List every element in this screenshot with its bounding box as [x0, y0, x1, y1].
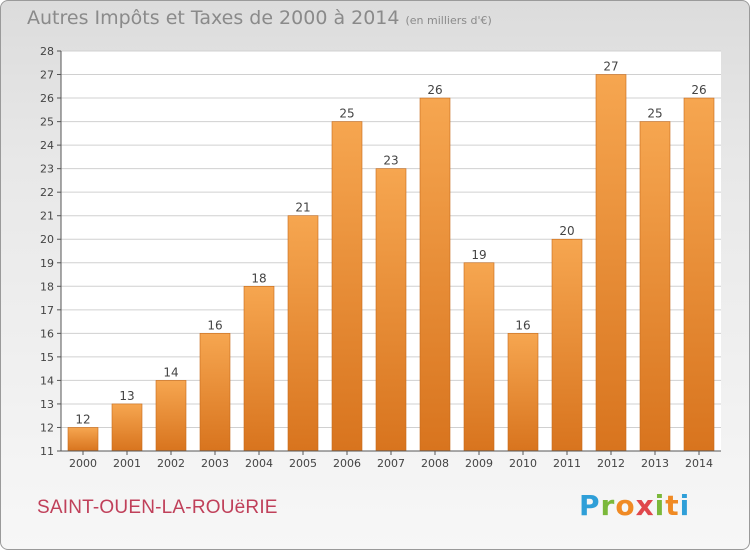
y-tick-label: 11 [40, 445, 54, 458]
title-text: Autres Impôts et Taxes de 2000 à 2014 [27, 7, 400, 29]
bar-value-label: 25 [339, 107, 354, 121]
bar-value-label: 27 [603, 60, 618, 74]
y-tick-label: 14 [40, 374, 54, 387]
x-tick-label: 2005 [289, 457, 317, 470]
bar [287, 215, 319, 452]
bar-value-label: 12 [75, 412, 90, 426]
x-tick-label: 2008 [421, 457, 449, 470]
y-tick-label: 26 [40, 92, 54, 105]
x-tick-label: 2007 [377, 457, 405, 470]
bar-value-label: 19 [471, 248, 486, 262]
logo-letter: o [615, 489, 636, 522]
x-tick-label: 2002 [157, 457, 185, 470]
y-tick-label: 28 [40, 45, 54, 58]
bar-value-label: 20 [559, 224, 574, 238]
logo-letter: i [679, 489, 691, 522]
bar-value-label: 21 [295, 201, 310, 215]
y-tick-label: 27 [40, 69, 54, 82]
x-tick-label: 2010 [509, 457, 537, 470]
x-tick-label: 2011 [553, 457, 581, 470]
bar-value-label: 25 [647, 107, 662, 121]
bar [155, 380, 187, 452]
bar-value-label: 16 [207, 318, 222, 332]
x-tick-label: 2003 [201, 457, 229, 470]
y-tick-label: 16 [40, 327, 54, 340]
y-tick-label: 12 [40, 421, 54, 434]
y-tick-label: 22 [40, 186, 54, 199]
bar-value-label: 26 [427, 83, 442, 97]
y-tick-label: 18 [40, 280, 54, 293]
y-tick-label: 23 [40, 163, 54, 176]
x-tick-label: 2012 [597, 457, 625, 470]
y-tick-label: 25 [40, 116, 54, 129]
x-tick-label: 2014 [685, 457, 713, 470]
bar [507, 333, 539, 452]
y-tick-label: 19 [40, 257, 54, 270]
bar-value-label: 13 [119, 389, 134, 403]
x-tick-label: 2001 [113, 457, 141, 470]
y-tick-label: 15 [40, 351, 54, 364]
bar [331, 121, 363, 452]
logo-letter: x [635, 489, 655, 522]
bar [67, 427, 99, 452]
commune-name: SAINT-OUEN-LA-ROUëRIE [37, 497, 278, 518]
bar [199, 333, 231, 452]
logo-letter: t [665, 489, 680, 522]
bar [639, 121, 671, 452]
y-tick-label: 21 [40, 210, 54, 223]
bar-value-label: 14 [163, 365, 178, 379]
bar [375, 168, 407, 452]
x-tick-label: 2013 [641, 457, 669, 470]
bar-value-label: 26 [691, 83, 706, 97]
x-tick-label: 2004 [245, 457, 273, 470]
bar [595, 74, 627, 452]
chart-title: Autres Impôts et Taxes de 2000 à 2014 (en… [27, 7, 492, 29]
bar-value-label: 16 [515, 318, 530, 332]
bar [463, 262, 495, 452]
x-tick-label: 2006 [333, 457, 361, 470]
bar-value-label: 18 [251, 271, 266, 285]
logo-letter: P [579, 489, 601, 522]
logo-letter: r [600, 489, 616, 522]
bar [243, 285, 275, 452]
proxiti-logo: Proxiti [579, 489, 690, 522]
bar-value-label: 23 [383, 154, 398, 168]
y-tick-label: 13 [40, 398, 54, 411]
bar [683, 97, 715, 452]
logo-letter: i [654, 489, 666, 522]
bar [111, 403, 143, 452]
y-tick-label: 17 [40, 304, 54, 317]
y-tick-label: 20 [40, 233, 54, 246]
x-tick-label: 2009 [465, 457, 493, 470]
y-tick-label: 24 [40, 139, 54, 152]
title-unit: (en milliers d'€) [405, 14, 492, 27]
x-tick-label: 2000 [69, 457, 97, 470]
bar [419, 97, 451, 452]
bar [551, 238, 583, 452]
